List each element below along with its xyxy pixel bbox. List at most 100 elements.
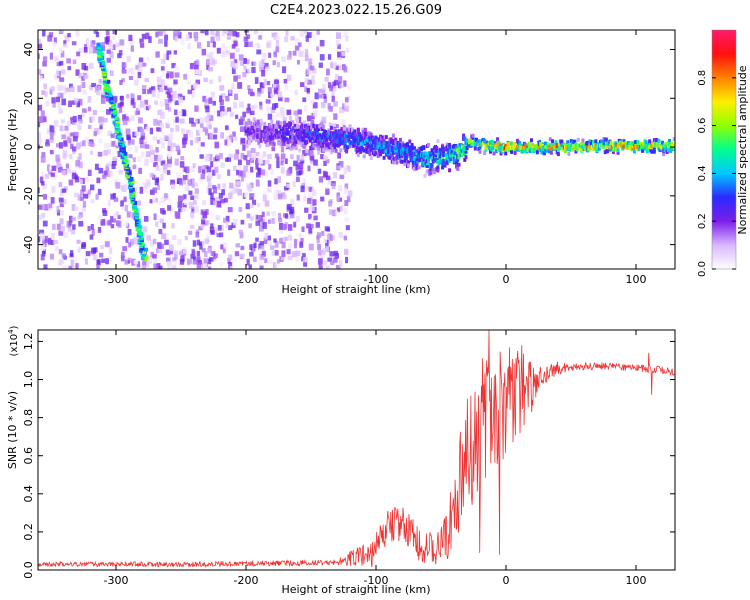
spectrogram-cell — [137, 62, 143, 69]
spectrogram-cell — [489, 149, 493, 154]
spectrogram-cell — [57, 166, 63, 173]
spectrogram-cell — [332, 81, 336, 89]
spectrogram-cell — [394, 156, 398, 161]
spectrogram-cell — [262, 194, 267, 202]
spectrogram-cell — [411, 164, 415, 169]
spectrogram-cell — [164, 34, 169, 41]
spectrogram-cell — [457, 162, 461, 167]
spectrogram-cell — [136, 261, 141, 268]
spectrogram-cell — [455, 161, 459, 166]
spectrogram-cell — [145, 155, 149, 160]
spectrogram-cell — [112, 30, 117, 35]
spectrogram-cell — [249, 216, 254, 222]
spectrogram-cell — [306, 115, 312, 122]
spectrogram-cell — [579, 145, 583, 150]
spectrogram-cell — [554, 147, 558, 152]
spectrogram-cell — [235, 114, 239, 119]
spectrogram-cell — [303, 129, 306, 134]
spectrogram-cell — [148, 144, 153, 150]
spectrogram-cell — [212, 169, 216, 176]
spectrogram-cell — [263, 237, 268, 244]
spectrogram-cell — [80, 189, 85, 196]
spectrogram-cell — [263, 125, 267, 130]
spectrogram-cell — [220, 244, 224, 250]
snr-y-tick-label: 0.8 — [22, 409, 35, 427]
spectrogram-cell — [196, 262, 201, 269]
spectrogram-cell — [368, 143, 372, 148]
spectrogram-cell — [333, 145, 337, 150]
spectrogram-cell — [337, 43, 341, 50]
spectrogram-cell — [261, 169, 266, 176]
spectrogram-cell — [161, 58, 166, 65]
spectrogram-cell — [333, 113, 338, 120]
spectrogram-cell — [345, 225, 350, 231]
spectrogram-cell — [317, 146, 321, 151]
spectrogram-cell — [434, 153, 438, 158]
spectrogram-cell — [94, 163, 99, 171]
spectrogram-cell — [111, 164, 116, 170]
spectrogram-cell — [357, 132, 361, 137]
spectrogram-cell — [334, 148, 338, 153]
spectrogram-cell — [616, 148, 620, 153]
spectrogram-cell — [144, 99, 149, 106]
spectrogram-cell — [104, 241, 110, 248]
spectrogram-cell — [343, 167, 347, 175]
spectrogram-cell — [106, 96, 110, 102]
spectrogram-cell — [323, 160, 327, 166]
spectrogram-cell — [456, 166, 460, 171]
spectrogram-cell — [575, 147, 579, 152]
spectrogram-cell — [264, 159, 270, 165]
spectrogram-cell — [87, 96, 92, 103]
spectrogram-cell — [78, 220, 84, 227]
spectrogram-cell — [256, 127, 260, 132]
spectrogram-cell — [344, 183, 349, 190]
spectrogram-cell — [643, 146, 647, 151]
spectrogram-cell — [87, 189, 91, 195]
spectrogram-cell — [201, 240, 206, 247]
spectrogram-cell — [286, 55, 292, 60]
spectrogram-cell — [208, 171, 213, 179]
spectrogram-cell — [227, 207, 233, 213]
spectrogram-cell — [344, 248, 349, 255]
spectrogram-cell — [131, 98, 135, 105]
spectrogram-cell — [109, 247, 113, 255]
spectrogram-cell — [327, 103, 331, 110]
spectrogram-cell — [58, 60, 64, 66]
spectrogram-cell — [333, 172, 338, 179]
spectrogram-cell — [341, 136, 345, 141]
spectrogram-cell — [315, 131, 319, 136]
spectrogram-cell — [334, 129, 338, 134]
spectrogram-cell — [145, 178, 151, 184]
spectrogram-cell — [267, 219, 271, 224]
spectrogram-cell — [453, 151, 457, 156]
spectrogram-x-axis-label: Height of straight line (km) — [281, 283, 430, 296]
spectrogram-cell — [45, 139, 50, 145]
spectrogram-cell — [267, 113, 273, 120]
spectrogram-cell — [284, 83, 289, 91]
spectrogram-cell — [324, 226, 330, 232]
spectrogram-cell — [234, 93, 239, 101]
spectrogram-cell — [668, 141, 672, 146]
spectrogram-cell — [287, 255, 293, 261]
spectrogram-cell — [73, 131, 79, 138]
spectrogram-cell — [138, 248, 143, 253]
spectrogram-cell — [382, 137, 386, 142]
spectrogram-cell — [84, 176, 89, 182]
spectrogram-cell — [416, 159, 420, 164]
spectrogram-cell — [465, 146, 469, 151]
spectrogram-cell — [233, 40, 238, 47]
spectrogram-cell — [242, 170, 246, 178]
spectrogram-cell — [165, 232, 169, 239]
spectrogram-cell — [246, 150, 252, 157]
spectrogram-cell — [224, 125, 229, 131]
spectrogram-cell — [597, 146, 601, 151]
spectrogram-cell — [376, 140, 380, 145]
spectrogram-cell — [181, 109, 186, 117]
spectrogram-cell — [329, 62, 335, 68]
spectrogram-cell — [173, 50, 178, 55]
spectrogram-cell — [138, 167, 143, 174]
spectrogram-cell — [83, 47, 88, 53]
spectrogram-cell — [591, 140, 595, 145]
spectrogram-cell — [183, 134, 188, 141]
spectrogram-cell — [390, 148, 394, 153]
